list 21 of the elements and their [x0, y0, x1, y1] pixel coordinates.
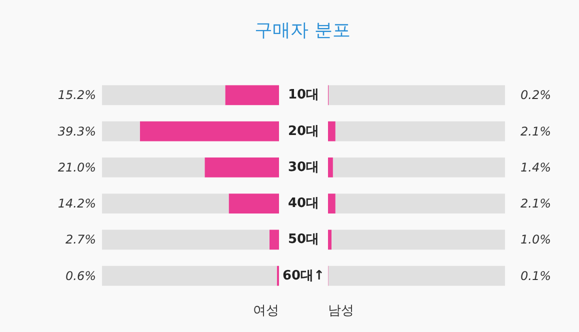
data-label: 1.4%	[520, 160, 551, 174]
y-tick-label: 60대↑	[282, 268, 324, 284]
data-label: 0.6%	[66, 268, 96, 283]
series-label: 남성	[328, 304, 354, 318]
data-label: 2.1%	[520, 196, 551, 211]
data-label: 21.0%	[58, 160, 96, 174]
y-tick-label: 10대	[288, 88, 320, 103]
y-tick-label: 20대	[288, 124, 320, 139]
data-label: 15.2%	[58, 88, 96, 102]
data-label: 2.7%	[66, 232, 96, 247]
y-tick-label: 50대	[288, 232, 320, 248]
data-label: 0.2%	[520, 88, 551, 102]
data-label: 0.1%	[520, 268, 551, 283]
data-label: 2.1%	[520, 124, 551, 138]
data-label: 1.0%	[520, 232, 551, 247]
series-label: 여성	[253, 304, 279, 318]
data-label: 39.3%	[58, 124, 96, 138]
data-label: 14.2%	[58, 196, 96, 211]
y-tick-label: 40대	[288, 196, 320, 212]
chart-title: 구매자 분포	[254, 20, 350, 41]
y-tick-label: 30대	[288, 160, 320, 175]
